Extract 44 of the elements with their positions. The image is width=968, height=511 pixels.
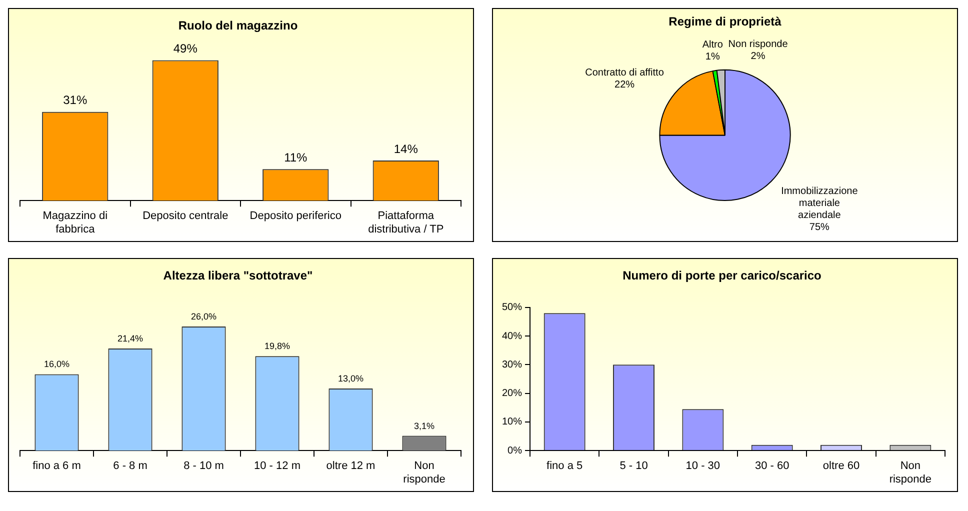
data-label: 21,4% — [117, 333, 144, 344]
x-tick-label: 10 - 12 m — [254, 460, 300, 472]
data-label: 13,0% — [338, 374, 364, 384]
data-label: 1% — [705, 52, 720, 63]
x-tick-label: Magazzino di fabbrica — [42, 210, 108, 236]
x-tick-label: 30 - 60 — [754, 460, 790, 472]
x-tick-label: Deposito periferico — [250, 210, 342, 222]
x-tick-label: oltre 12 m — [326, 460, 376, 472]
x-tick-label: 10 - 30 — [686, 460, 720, 472]
x-tick-label: fino a 6 m — [32, 460, 81, 472]
x-tick-label: fino a 5 — [546, 460, 583, 472]
y-tick-label: 0% — [508, 445, 522, 456]
data-label: 11% — [284, 150, 308, 164]
y-tick-label: 20% — [502, 388, 522, 400]
x-tick-label: Piattaforma distributiva / TP — [368, 210, 444, 236]
x-tick-label: oltre 60 — [822, 460, 860, 472]
chart-title: Numero di porte per carico/scarico — [622, 268, 822, 283]
data-label: 26,0% — [190, 311, 217, 322]
y-tick-label: 30% — [502, 359, 522, 370]
chart-title: Regime di proprietà — [668, 14, 782, 29]
data-label: 3,1% — [414, 420, 435, 431]
x-tick-label: 6 - 8 m — [113, 460, 148, 472]
y-tick-label: 10% — [502, 416, 522, 428]
slice-label: Non risponde — [728, 38, 788, 50]
y-tick-label: 40% — [502, 330, 522, 342]
x-tick-label: Deposito centrale — [142, 210, 228, 222]
data-label: 14% — [394, 142, 418, 156]
data-label: 49% — [173, 42, 198, 56]
y-tick-label: 50% — [502, 302, 522, 314]
x-tick-label: Non risponde — [889, 460, 932, 486]
chart-title: Altezza libera "sottotrave" — [163, 268, 313, 283]
x-tick-label: 8 - 10 m — [184, 460, 224, 472]
data-label: 31% — [63, 93, 88, 108]
slice-label: Immobilizzazione materiale aziendale — [781, 186, 858, 222]
x-tick-label: Non risponde — [403, 460, 446, 486]
slice-label: Contratto di affitto — [585, 67, 664, 78]
data-label: 19,8% — [264, 341, 290, 352]
slice-label: Altro — [702, 40, 724, 51]
data-label: 75% — [809, 222, 830, 234]
chart-title: Ruolo del magazzino — [178, 18, 298, 33]
x-tick-label: 5 - 10 — [620, 460, 648, 472]
data-label: 16,0% — [44, 359, 70, 370]
data-label: 2% — [750, 50, 766, 62]
data-label: 22% — [614, 79, 635, 90]
